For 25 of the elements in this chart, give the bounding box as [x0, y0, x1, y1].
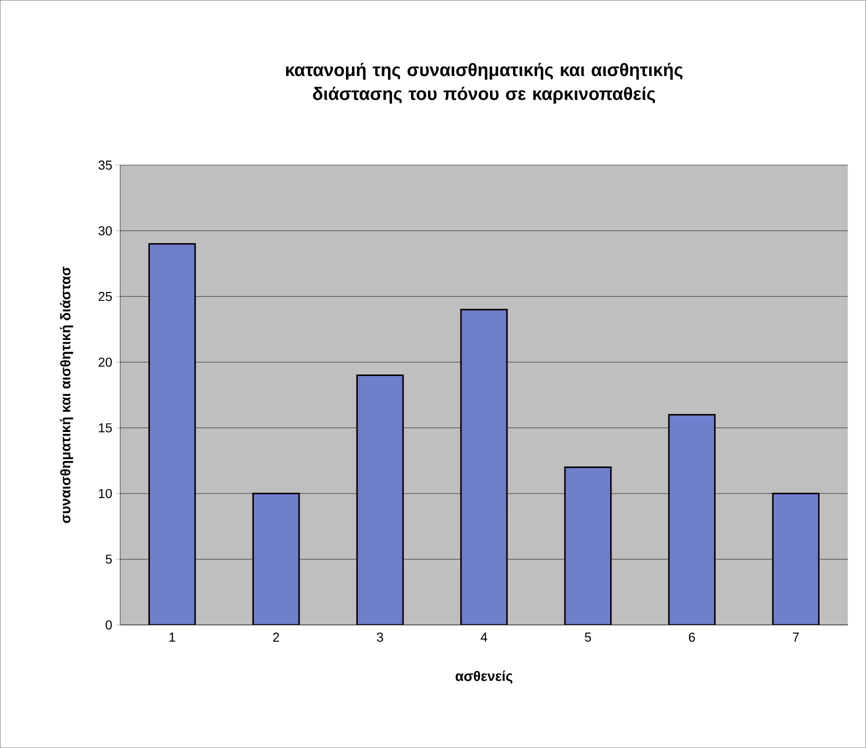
bar: [564, 466, 612, 625]
bar: [772, 492, 820, 625]
x-tick-label: 4: [480, 632, 488, 642]
bar: [252, 492, 300, 625]
y-tick-label: 25: [98, 292, 112, 302]
x-tick-label: 2: [273, 632, 280, 642]
x-tick-label: 3: [376, 632, 384, 642]
bar: [148, 243, 196, 625]
y-tick-label: 35: [98, 160, 112, 170]
x-axis-title: ασθενείς: [456, 670, 512, 684]
x-tick-label: 1: [170, 632, 176, 642]
bar: [356, 374, 404, 625]
bar: [460, 308, 508, 625]
y-tick-label: 30: [98, 226, 112, 236]
x-tick-label: 6: [688, 632, 695, 642]
x-tick-label: 5: [584, 632, 591, 642]
chart-title: κατανομή της συναισθηματικής και αισθητικής διάστασης του πόνου σε καρκινοπαθείς: [286, 62, 682, 104]
y-tick-label: 20: [98, 358, 112, 367]
y-tick-label: 15: [98, 423, 112, 432]
y-tick-label: 10: [98, 488, 112, 498]
y-axis-title: συναισθηματική και αισθητική διάστασ: [60, 266, 74, 523]
y-tick-label: 0: [106, 620, 112, 630]
bar: [668, 414, 716, 625]
x-tick-label: 7: [792, 632, 799, 642]
y-tick-label: 5: [106, 554, 112, 564]
